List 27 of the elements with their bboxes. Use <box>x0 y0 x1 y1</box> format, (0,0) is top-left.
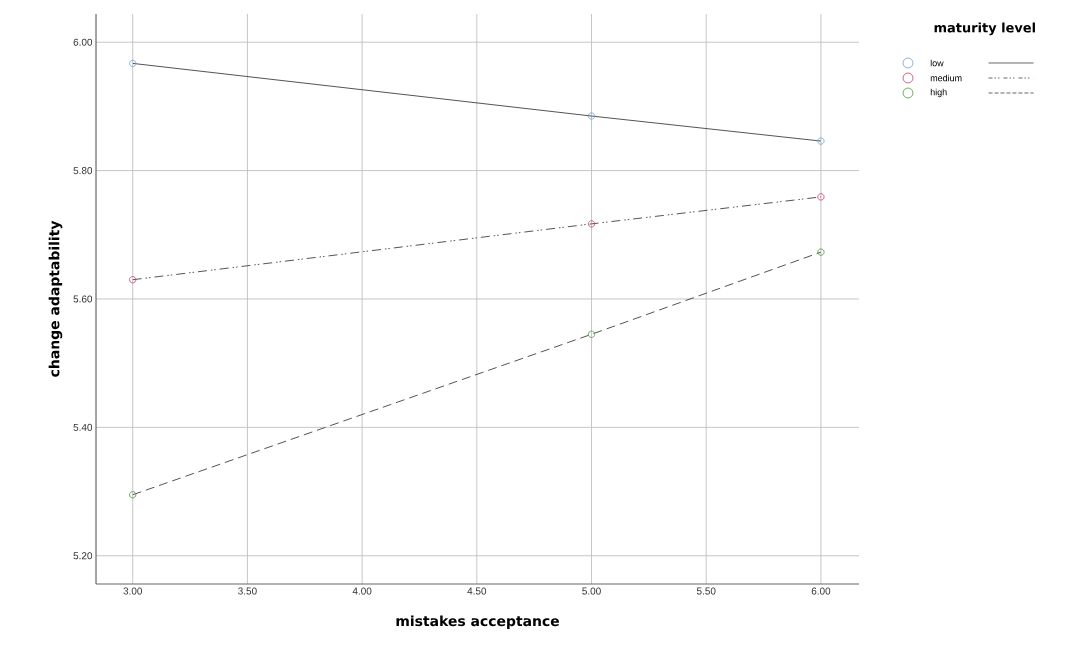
y-tick-label: 5.80 <box>73 167 93 175</box>
point <box>129 491 137 499</box>
x-tick-label: 6.00 <box>811 587 831 595</box>
x-tick-label: 5.50 <box>696 587 716 595</box>
x-axis-title: mistakes acceptance <box>396 615 560 629</box>
y-tick-label: 5.20 <box>73 552 93 560</box>
legend-title: maturity level <box>934 22 1035 36</box>
point <box>587 220 596 228</box>
y-axis-title: change adaptability <box>48 220 63 377</box>
y-tick-label: 5.60 <box>73 295 93 303</box>
x-tick-label: 3.50 <box>238 587 257 595</box>
x-tick-label: 4.50 <box>467 587 487 595</box>
legend-label: medium <box>930 74 962 82</box>
point <box>817 137 825 145</box>
x-tick-label: 5.00 <box>582 587 601 595</box>
legend-label: low <box>930 59 944 67</box>
y-tick-label: 6.00 <box>73 38 93 46</box>
point <box>817 248 825 256</box>
point <box>129 59 137 67</box>
legend-label: high <box>930 88 947 98</box>
x-tick-label: 4.00 <box>352 587 372 595</box>
point <box>817 193 825 201</box>
point <box>129 276 137 284</box>
point <box>587 112 596 120</box>
y-tick-label: 5.40 <box>73 423 93 431</box>
x-tick-label: 3.00 <box>123 587 143 595</box>
point <box>587 330 596 338</box>
